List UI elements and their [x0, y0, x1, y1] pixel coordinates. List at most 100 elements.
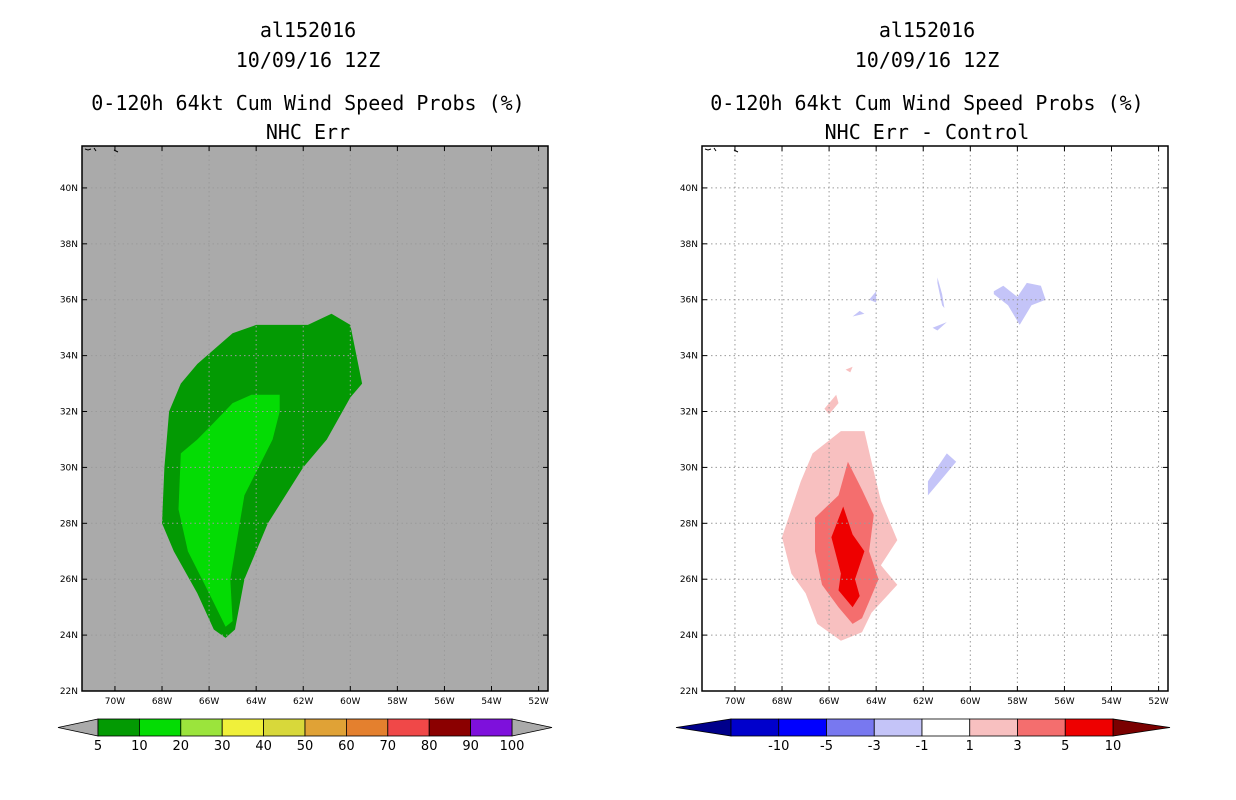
y-tick-label-38N: 38N [60, 240, 78, 250]
y-tick-label-30N: 30N [680, 463, 698, 473]
x-tick-label-52W: 52W [528, 697, 548, 707]
x-tick-label-64W: 64W [866, 697, 886, 707]
colorbar: 5 10 20 30 40 50 60 70 80 90 100 [57, 718, 553, 754]
y-tick-label-24N: 24N [680, 631, 698, 641]
colorbar-swatch-0 [97, 718, 140, 737]
colorbar: -10 -5 -3 -1 1 3 5 10 [675, 718, 1171, 754]
chart-title-line-3: 0-120h 64kt Cum Wind Speed Probs (%) [91, 91, 524, 115]
y-tick-label-28N: 28N [60, 519, 78, 529]
plot-frame [701, 145, 1169, 692]
colorbar-swatch-5 [304, 718, 347, 737]
colorbar-label-5: 5 [1061, 739, 1069, 754]
colorbar-label-3: 3 [1013, 739, 1021, 754]
colorbar-swatch-4 [921, 718, 971, 737]
chart-title-line-2: 10/09/16 12Z [855, 48, 1000, 72]
colorbar-swatch-4 [263, 718, 306, 737]
x-tick-label-68W: 68W [152, 697, 172, 707]
contour-fill-1-3-2 [845, 366, 853, 373]
y-tick-label-34N: 34N [680, 352, 698, 362]
chart-title-line-3: 0-120h 64kt Cum Wind Speed Probs (%) [710, 91, 1143, 115]
x-tick-label-60W: 60W [960, 697, 980, 707]
colorbar-swatch-9 [470, 718, 513, 737]
colorbar-label-80: 80 [421, 739, 438, 754]
x-tick-label-60W: 60W [340, 697, 360, 707]
colorbar-swatch-2 [180, 718, 223, 737]
colorbar-label-90: 90 [462, 739, 479, 754]
colorbar-label-60: 60 [338, 739, 355, 754]
colorbar-swatch-7 [1064, 718, 1114, 737]
colorbar-swatch-2 [826, 718, 875, 737]
colorbar-label-30: 30 [214, 739, 231, 754]
chart-title-line-4: NHC Err - Control [825, 120, 1030, 144]
x-tick-label-62W: 62W [293, 697, 313, 707]
contour-fill--3--1-9 [852, 310, 865, 317]
contour-fill-10-20-1 [178, 394, 280, 627]
x-tick-label-66W: 66W [819, 697, 839, 707]
contour-fill--3--1-5 [927, 453, 957, 496]
x-tick-label-58W: 58W [1007, 697, 1027, 707]
y-tick-label-30N: 30N [60, 463, 78, 473]
colorbar-swatch-5 [969, 718, 1018, 737]
colorbar-over-arrow [511, 718, 553, 737]
chart-panel-left: al152016 10/09/16 12Z 0-120h 64kt Cum Wind… [57, 18, 553, 754]
chart-title-line-1: al152016 [260, 18, 356, 42]
y-tick-label-28N: 28N [680, 519, 698, 529]
x-tick-label-56W: 56W [1054, 697, 1074, 707]
x-tick-label-54W: 54W [1101, 697, 1121, 707]
contour-fill--3--1-7 [932, 322, 947, 331]
colorbar-swatch-0 [730, 718, 780, 737]
y-tick-label-40N: 40N [680, 184, 698, 194]
x-tick-label-54W: 54W [481, 697, 501, 707]
chart-panel-right: al152016 10/09/16 12Z 0-120h 64kt Cum Wind… [675, 18, 1171, 754]
colorbar-label--1: -1 [916, 739, 929, 754]
colorbar-under-arrow [675, 718, 732, 737]
contour-fill-1-3-1 [824, 394, 839, 415]
x-tick-label-68W: 68W [772, 697, 792, 707]
colorbar-label--10: -10 [768, 739, 789, 754]
x-tick-label-64W: 64W [246, 697, 266, 707]
y-tick-label-38N: 38N [680, 240, 698, 250]
colorbar-under-arrow [57, 718, 99, 737]
chart-title-line-4: NHC Err [266, 120, 350, 144]
y-tick-label-26N: 26N [60, 575, 78, 585]
colorbar-swatch-8 [428, 718, 472, 737]
colorbar-over-arrow [1112, 718, 1171, 737]
colorbar-label-70: 70 [380, 739, 397, 754]
colorbar-label-50: 50 [297, 739, 314, 754]
plot-frame [81, 145, 549, 692]
colorbar-label-40: 40 [255, 739, 272, 754]
colorbar-label--3: -3 [868, 739, 881, 754]
contour-fill--3--1-10 [993, 282, 1046, 325]
y-tick-label-22N: 22N [60, 687, 78, 697]
y-tick-label-26N: 26N [680, 575, 698, 585]
colorbar-label-100: 100 [500, 739, 525, 754]
y-tick-label-36N: 36N [60, 296, 78, 306]
y-tick-label-40N: 40N [60, 184, 78, 194]
plot-background [702, 146, 1168, 691]
colorbar-swatch-6 [345, 718, 389, 737]
contour-layer [162, 313, 363, 638]
x-tick-label-62W: 62W [913, 697, 933, 707]
x-tick-label-56W: 56W [434, 697, 454, 707]
chart-title-line-1: al152016 [879, 18, 975, 42]
chart-title-line-2: 10/09/16 12Z [236, 48, 381, 72]
colorbar-label-1: 1 [966, 739, 974, 754]
colorbar-swatch-1 [778, 718, 827, 737]
colorbar-swatch-3 [873, 718, 923, 737]
y-tick-label-36N: 36N [680, 296, 698, 306]
contour-fill--3--1-6 [937, 277, 945, 309]
colorbar-label-10: 10 [131, 739, 148, 754]
colorbar-swatch-3 [221, 718, 264, 737]
y-tick-label-34N: 34N [60, 352, 78, 362]
x-tick-label-52W: 52W [1148, 697, 1168, 707]
colorbar-label-20: 20 [173, 739, 190, 754]
colorbar-swatch-1 [138, 718, 182, 737]
y-tick-label-32N: 32N [60, 408, 78, 418]
x-tick-label-66W: 66W [199, 697, 219, 707]
contour-layer [782, 277, 1046, 641]
colorbar-label--5: -5 [820, 739, 833, 754]
x-tick-label-70W: 70W [105, 697, 125, 707]
colorbar-label-10: 10 [1105, 739, 1122, 754]
y-tick-label-32N: 32N [680, 408, 698, 418]
x-tick-label-58W: 58W [387, 697, 407, 707]
